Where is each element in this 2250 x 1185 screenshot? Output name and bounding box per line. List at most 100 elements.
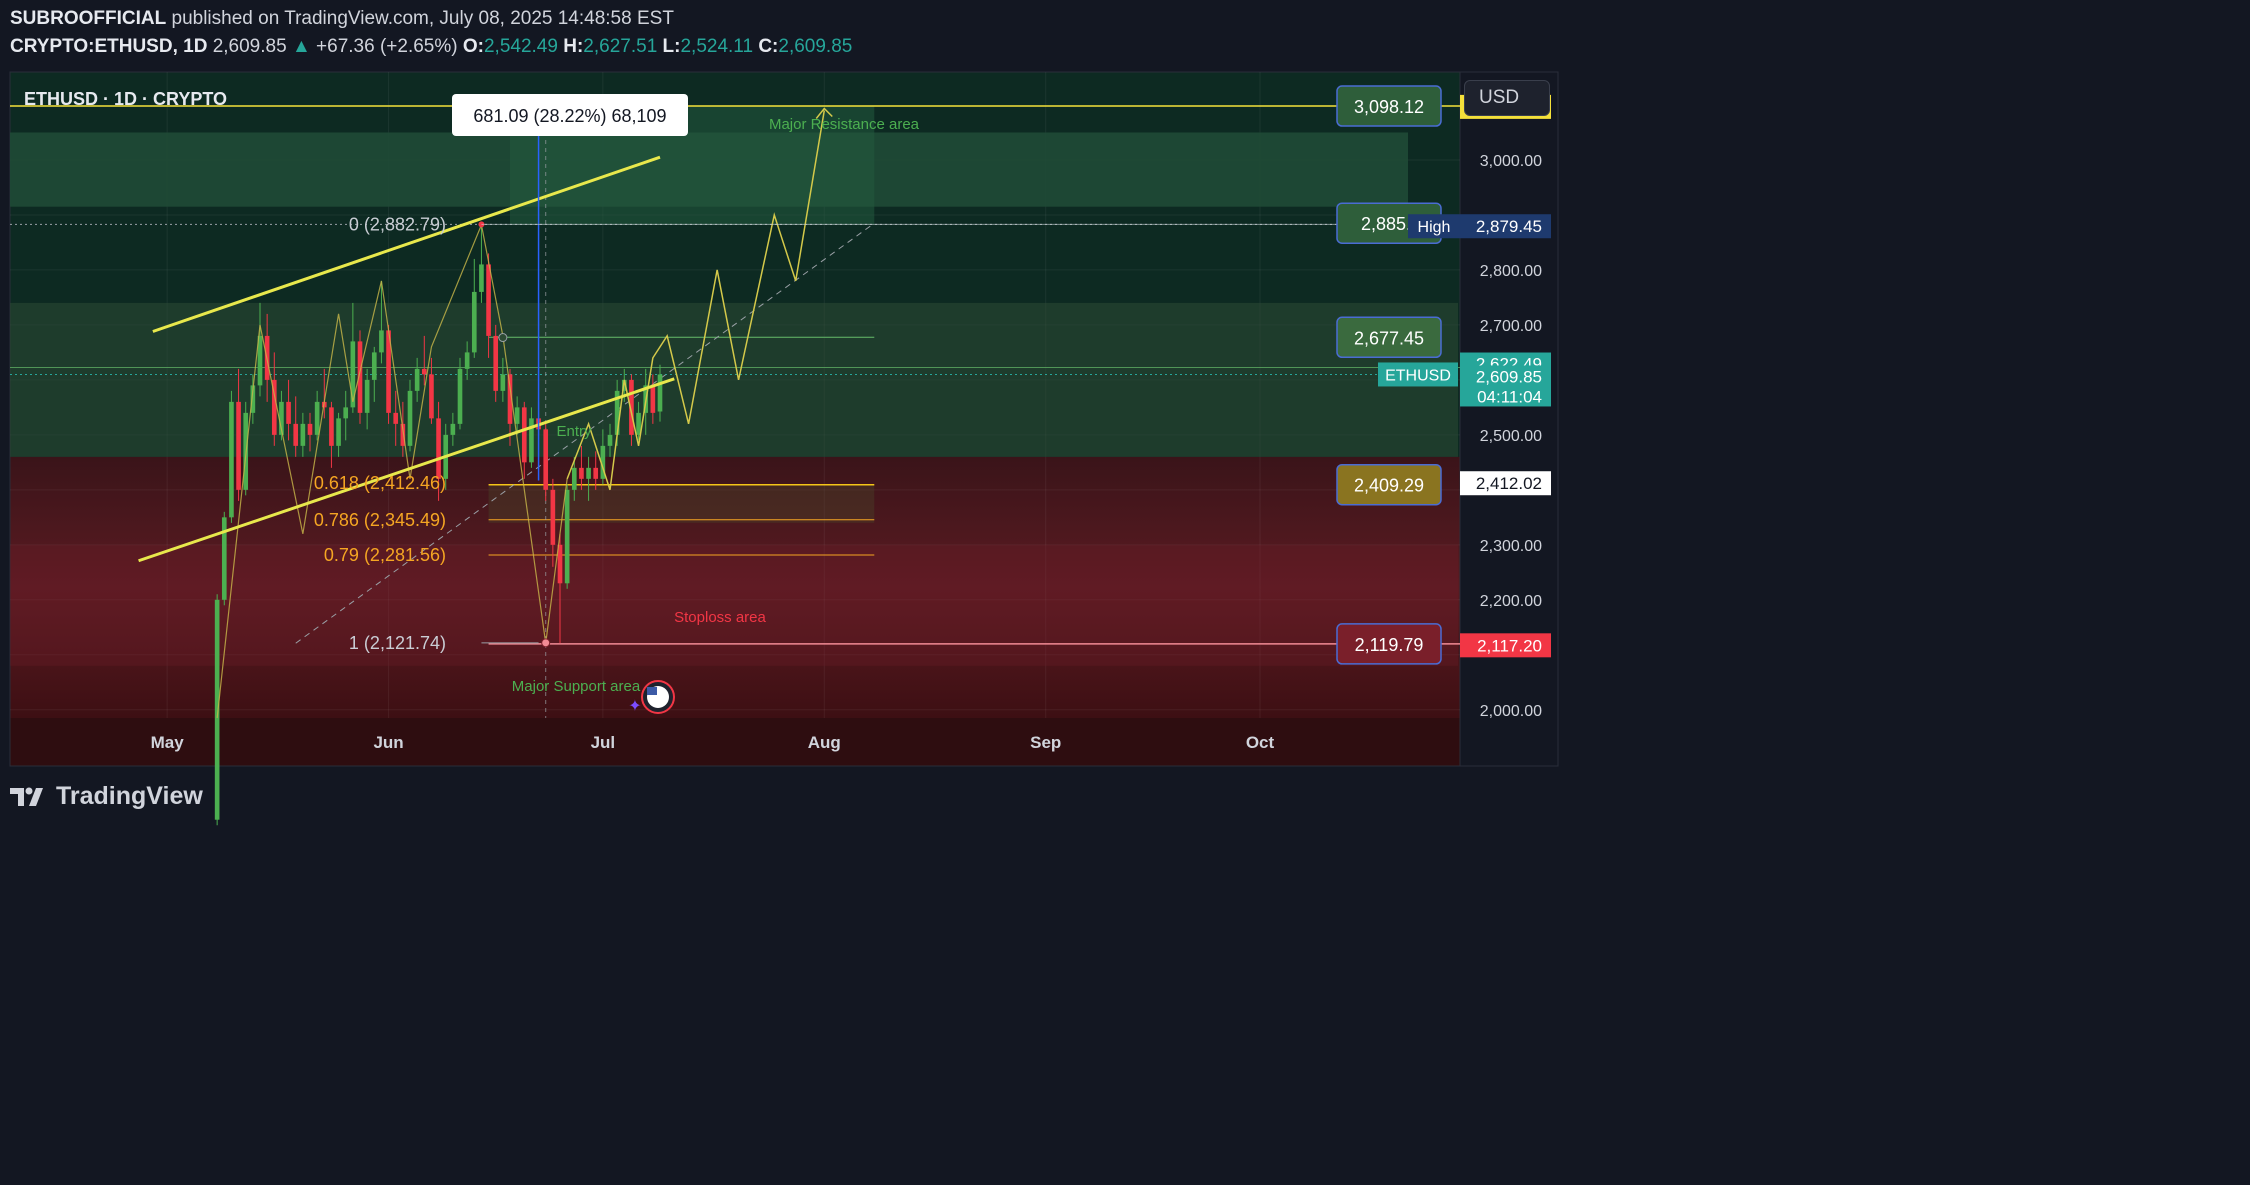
candle (543, 429, 549, 490)
x-tick-label: Oct (1246, 733, 1275, 752)
candle (386, 330, 391, 413)
candle (221, 517, 227, 600)
y-tick-label: 2,800.00 (1480, 263, 1542, 280)
candle (379, 330, 384, 353)
candle (286, 401, 291, 424)
price-tag (1460, 365, 1551, 388)
candle (450, 423, 456, 435)
candle (414, 368, 420, 391)
candle (657, 374, 663, 412)
price-tag-label: 2,879.45 (1476, 217, 1542, 236)
close-value: 2,609.85 (778, 36, 853, 57)
candle (493, 335, 499, 391)
price-tag (1460, 471, 1551, 496)
candle (429, 374, 434, 419)
candle (307, 423, 313, 435)
candle (329, 407, 334, 446)
level-box (1336, 463, 1442, 506)
open-value: 2,542.49 (483, 36, 558, 57)
support-background (10, 456, 1460, 718)
symbol-label: CRYPTO:ETHUSD, 1D (10, 36, 208, 57)
projection-arrowhead (815, 107, 833, 119)
high-value: 2,627.51 (583, 36, 658, 57)
ohlc-legend: CRYPTO:ETHUSD, 1D 2,609.85 ▲ +67.36 (+2.… (10, 36, 852, 58)
price-tag-label: 2,412.02 (1476, 474, 1542, 493)
candle (371, 352, 377, 380)
price-tag (1460, 633, 1551, 658)
y-tick-label: 2,500.00 (1480, 428, 1542, 445)
price-tag (1460, 214, 1551, 239)
price-tag-label: 04:11:04 (1477, 387, 1542, 406)
candle (400, 423, 406, 446)
candle (364, 379, 370, 413)
candle (457, 368, 463, 424)
brand-name: TradingView (56, 782, 203, 810)
level-box-label: 2,885.( (1361, 214, 1417, 234)
price-chart[interactable]: 681.09 (28.22%) 68,109 0 (2,882.79) 0.618 … (0, 0, 1568, 826)
candle (593, 467, 599, 479)
channel-lower-line (138, 377, 675, 563)
candle (571, 467, 577, 490)
high-tag (1408, 214, 1460, 239)
candle (393, 412, 399, 424)
channel-upper-line (152, 155, 661, 333)
candle (464, 352, 470, 369)
candle (293, 423, 299, 446)
sparkle-icon: ✦ (628, 698, 641, 715)
measure-label: 681.09 (28.22%) 68,109 (473, 106, 666, 126)
level-box-label: 2,409.29 (1354, 476, 1424, 496)
support-annotation: Major Support area (512, 678, 641, 695)
fib-label: 0.786 (2,345.49) (314, 510, 446, 530)
candle (521, 407, 527, 463)
measure-label-box (452, 94, 688, 136)
publish-text: published on TradingView.com, July 08, 2… (171, 8, 674, 29)
candle (550, 489, 556, 545)
x-tick-label: May (151, 733, 185, 752)
price-change: +67.36 (+2.65%) (316, 36, 458, 57)
low-value: 2,524.11 (680, 36, 754, 57)
last-price: 2,609.85 (212, 36, 287, 57)
candle (614, 390, 620, 435)
fib-anchor-bottom (541, 638, 551, 648)
author-name[interactable]: SUBROOFFICIAL (10, 8, 167, 29)
candle (343, 407, 349, 419)
candle (507, 374, 513, 424)
candle (407, 390, 413, 446)
candle (421, 368, 427, 375)
fib-label: 0.79 (2,281.56) (324, 545, 446, 565)
open-label: O: (462, 36, 484, 57)
y-tick-label: 2,700.00 (1480, 318, 1542, 335)
candle (636, 412, 641, 435)
tradingview-logo[interactable]: TradingView (10, 782, 203, 811)
candle (564, 489, 570, 584)
y-tick-label: 2,000.00 (1480, 703, 1542, 720)
up-arrow-icon: ▲ (291, 36, 311, 57)
candle (579, 467, 584, 479)
y-tick-label: 2,300.00 (1480, 538, 1542, 555)
candle (314, 401, 320, 435)
candle (250, 385, 256, 413)
high-label: H: (563, 36, 584, 57)
fib-label: 0 (2,882.79) (349, 214, 446, 234)
price-axis-background (1459, 71, 1559, 767)
y-tick-label: 2,200.00 (1480, 593, 1542, 610)
time-axis-background (10, 718, 1460, 766)
entry-annotation: Entry (556, 423, 592, 440)
candle (357, 341, 363, 413)
currency-button[interactable]: USD (1464, 80, 1550, 116)
y-tick-label: 3,000.00 (1480, 153, 1542, 170)
flag-canton (647, 687, 657, 695)
candle (650, 385, 656, 413)
projection-path (566, 110, 826, 491)
symbol-tag-label: ETHUSD (1385, 367, 1451, 384)
publish-info: SUBROOFFICIAL published on TradingView.c… (10, 8, 674, 30)
candle (236, 401, 241, 490)
candle (500, 374, 506, 391)
level-box (1336, 623, 1442, 665)
x-tick-label: Jul (591, 733, 616, 752)
candle (607, 434, 613, 446)
candle (471, 291, 477, 353)
wave-point (498, 333, 508, 343)
low-label: L: (662, 36, 681, 57)
candle (257, 335, 263, 386)
